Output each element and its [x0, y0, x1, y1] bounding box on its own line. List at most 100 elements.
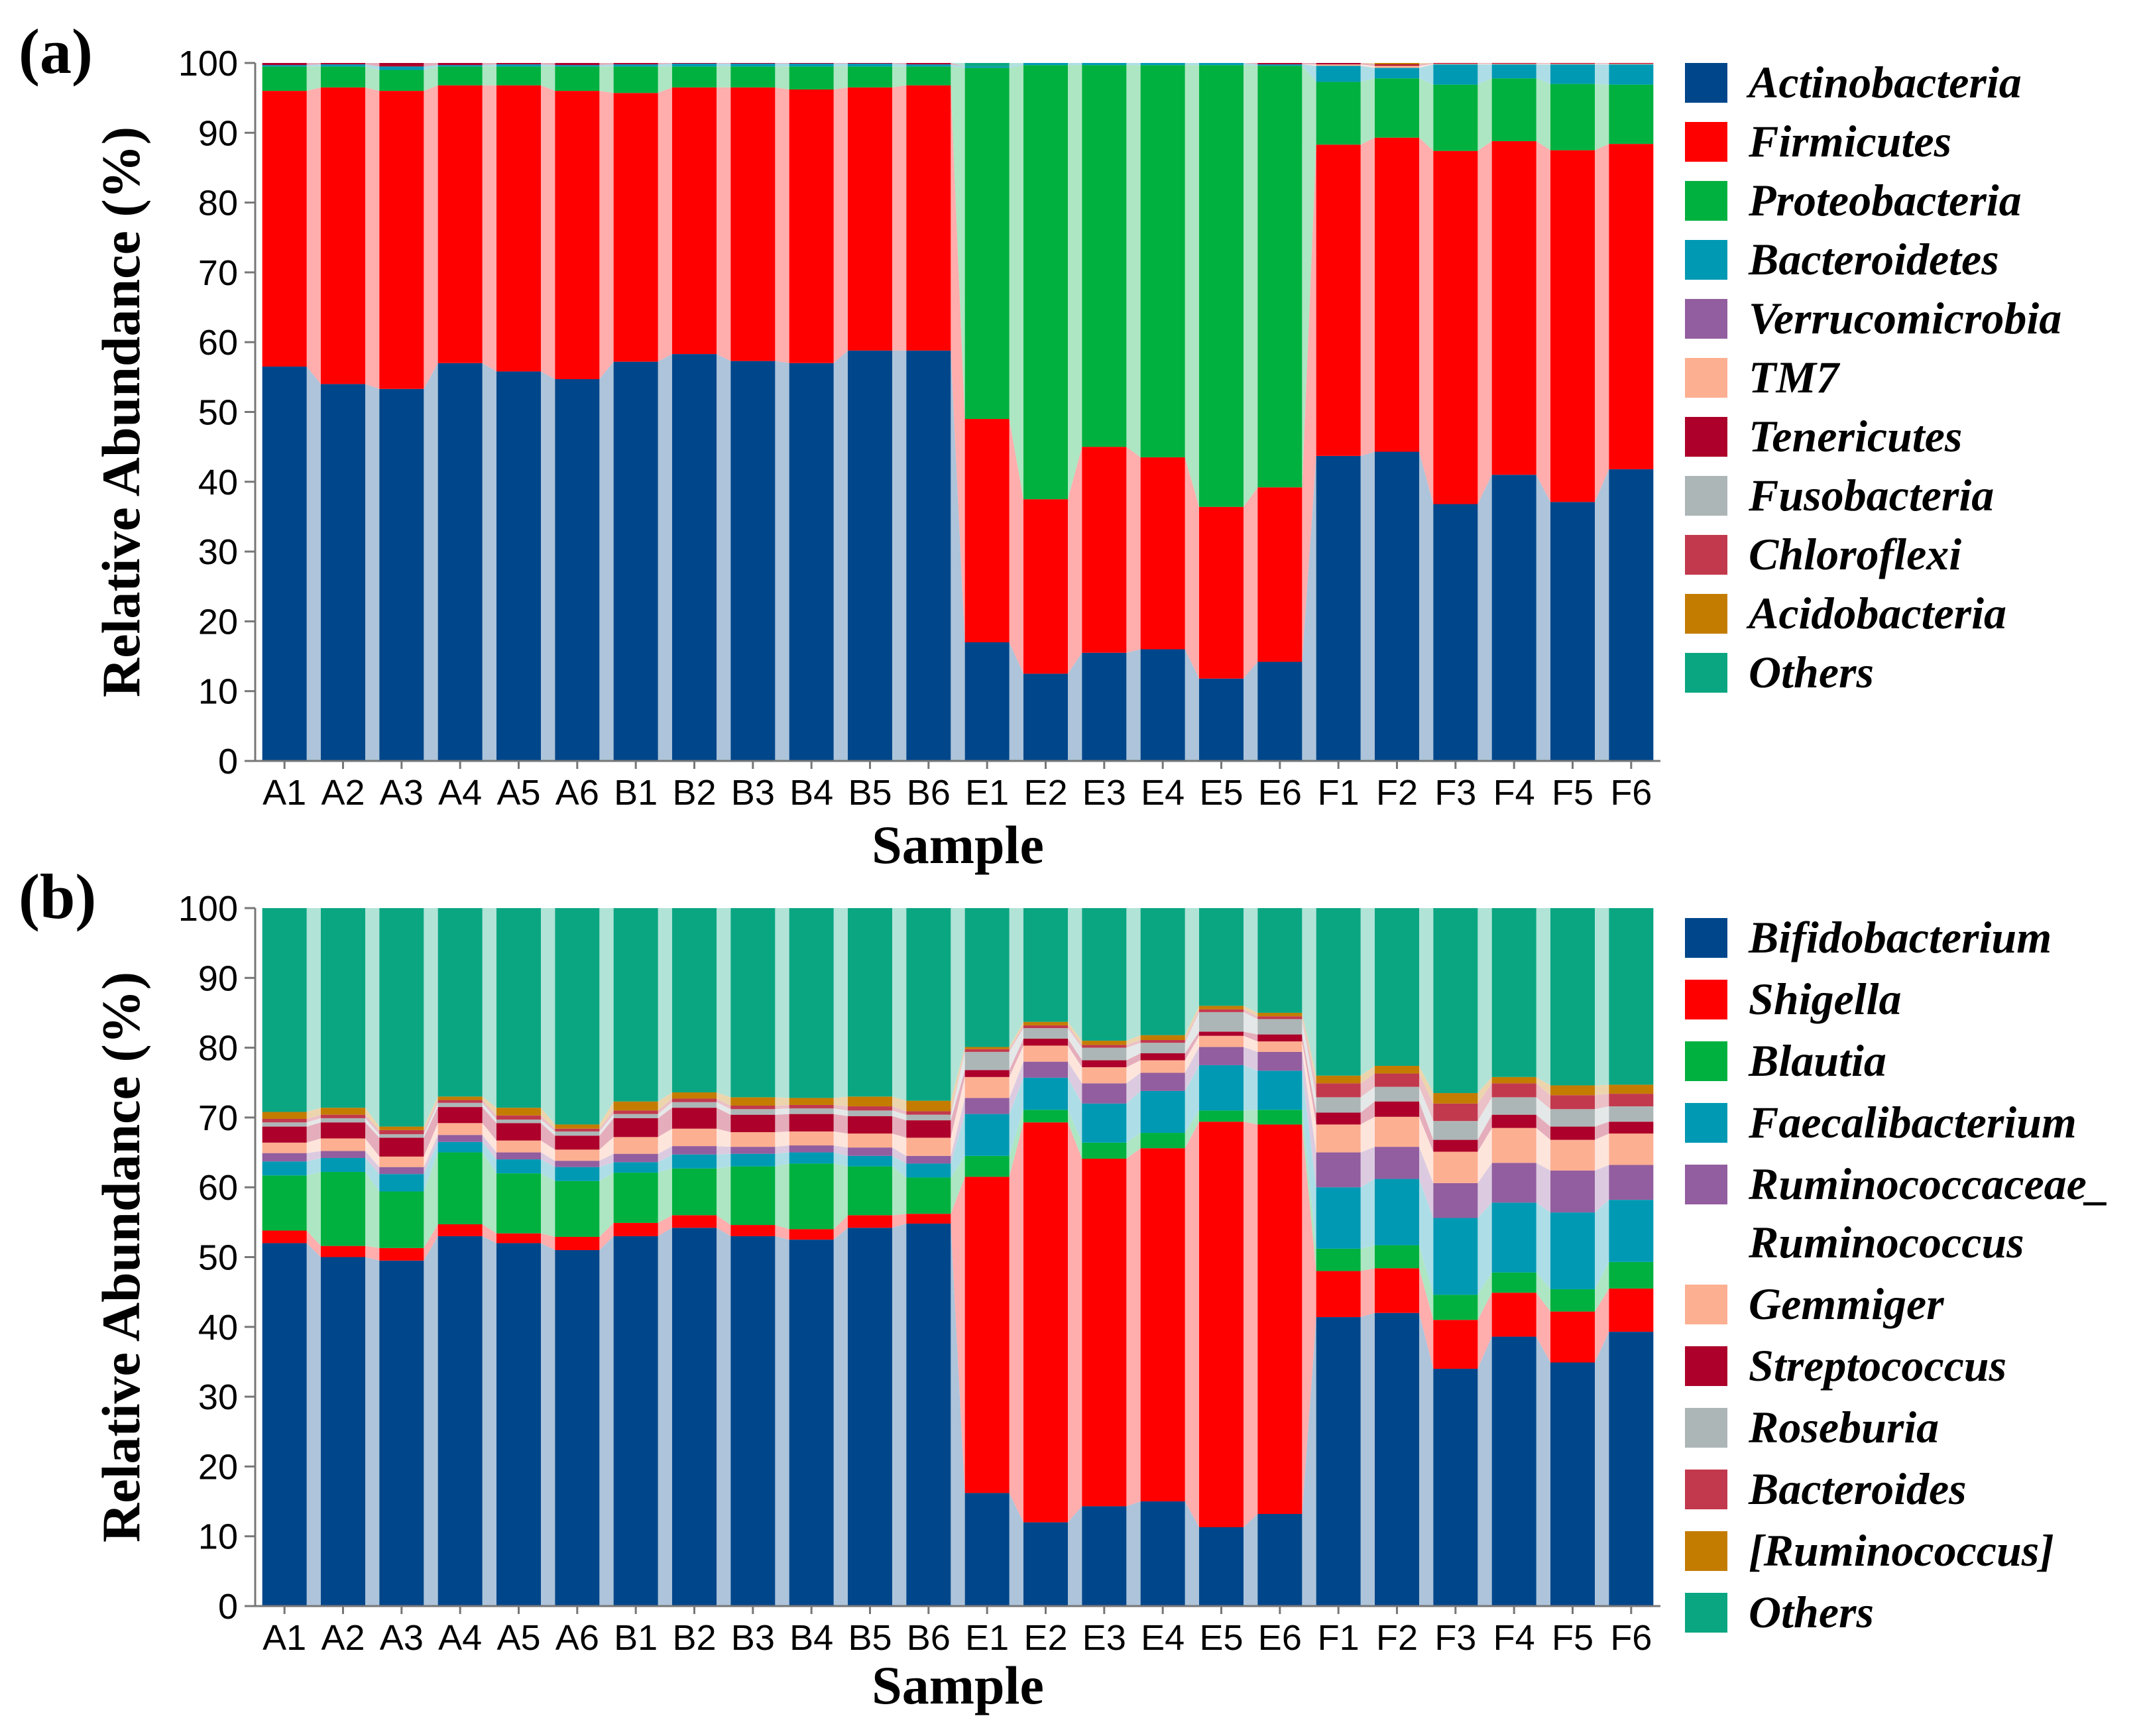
legend-swatch-Roseburia	[1685, 1408, 1727, 1448]
band-Others-F3	[1477, 908, 1492, 1094]
bar-Shigella-A6	[555, 1236, 600, 1250]
band-Streptococcus-F5	[1595, 1122, 1609, 1140]
bar-Others-E1	[964, 63, 1010, 67]
bar-Roseburia-E1	[964, 1051, 1010, 1071]
bar-Blautia-B5	[848, 1166, 892, 1216]
bar-Roseburia-A1	[262, 1122, 307, 1127]
bar-Proteobacteria-E3	[1082, 65, 1127, 447]
bar-Tenericutes-F3	[1433, 63, 1478, 64]
bar-[Ruminococcus]-B3	[730, 1097, 776, 1106]
band-Ruminococcaceae_Ruminococcus-A1	[306, 1151, 321, 1162]
y-tick-label: 0	[218, 1587, 238, 1627]
band-Streptococcus-E1	[1009, 1038, 1023, 1077]
band-Others-F5	[1595, 908, 1609, 1086]
legend-label-Streptococcus: Streptococcus	[1749, 1340, 2006, 1391]
bar-Shigella-A5	[496, 1233, 541, 1244]
bar-Firmicutes-F2	[1375, 137, 1419, 452]
band-Bacteroides-E2	[1068, 1025, 1082, 1048]
x-tick-label: B5	[848, 1618, 892, 1658]
band-Shigella-E1	[1009, 1122, 1023, 1523]
bar-Bacteroidetes-F3	[1433, 64, 1478, 85]
band-Bacteroidetes-E3	[1126, 63, 1141, 66]
bar-Tenericutes-A3	[379, 63, 424, 67]
bar-Bacteroides-E5	[1199, 1009, 1244, 1012]
bar-Actinobacteria-B3	[730, 361, 776, 761]
bar-Others-B3	[730, 908, 776, 1098]
band-Bacteroidetes-F4	[1536, 64, 1550, 84]
band-Actinobacteria-B3	[775, 361, 789, 761]
band-Shigella-B1	[658, 1215, 672, 1236]
legend-swatch-Fusobacteria	[1685, 476, 1727, 516]
bar-Bacteroides-F1	[1316, 1083, 1361, 1098]
legend-label-Blautia: Blautia	[1748, 1035, 1886, 1086]
bar-Firmicutes-E2	[1023, 499, 1068, 674]
band-Firmicutes-B5	[892, 85, 907, 351]
x-tick-label: B1	[614, 773, 658, 813]
bar-Others-A5	[496, 908, 541, 1108]
bar-[Ruminococcus]-E4	[1140, 1035, 1185, 1041]
bar-Actinobacteria-B1	[613, 361, 658, 761]
band-[Ruminococcus]-F4	[1536, 1076, 1550, 1096]
band-Bacteroides-B6	[951, 1049, 965, 1115]
bar-Blautia-B3	[730, 1166, 776, 1226]
bar-Bacteroidetes-A1	[262, 65, 307, 67]
bar-Tenericutes-B3	[730, 63, 776, 64]
legend-label-TM7: TM7	[1749, 352, 1841, 402]
band-Streptococcus-E4	[1185, 1031, 1199, 1061]
band-Firmicutes-B2	[717, 87, 731, 361]
band-Faecalibacterium-E6	[1302, 1071, 1316, 1249]
band-Bifidobacterium-A2	[365, 1257, 380, 1606]
bar-Bifidobacterium-A1	[262, 1243, 307, 1606]
band-Bacteroidetes-E1	[1009, 63, 1023, 68]
x-tick-label: F6	[1610, 773, 1652, 813]
bar-Ruminococcaceae_Ruminococcus-B4	[789, 1145, 834, 1153]
band-Blautia-E5	[1244, 1110, 1258, 1125]
bar-Firmicutes-F5	[1550, 150, 1595, 502]
band-Roseburia-B4	[833, 1108, 848, 1116]
band-Bifidobacterium-B6	[951, 1223, 965, 1606]
band-Roseburia-B1	[658, 1102, 672, 1118]
band-Firmicutes-B6	[951, 85, 965, 642]
bar-Proteobacteria-B6	[906, 66, 951, 86]
band-Bifidobacterium-E1	[1009, 1493, 1023, 1606]
legend-label-Verrucomicrobia: Verrucomicrobia	[1749, 293, 2061, 343]
band-Bifidobacterium-B4	[833, 1228, 848, 1606]
bar-Faecalibacterium-B2	[672, 1154, 717, 1169]
band-Shigella-E6	[1302, 1124, 1316, 1515]
bar-Actinobacteria-F3	[1433, 504, 1478, 761]
band-Firmicutes-E3	[1126, 447, 1141, 653]
legend-swatch-Others	[1685, 1593, 1727, 1633]
band-Bifidobacterium-B3	[775, 1236, 789, 1606]
bar-Blautia-E4	[1140, 1133, 1185, 1149]
band-Blautia-F4	[1536, 1272, 1550, 1312]
bar-Bacteroidetes-B1	[613, 64, 658, 67]
bar-Actinobacteria-B2	[672, 354, 717, 761]
band-Streptococcus-F2	[1419, 1101, 1434, 1152]
band-Blautia-E4	[1185, 1110, 1199, 1149]
bar-Tenericutes-E6	[1257, 63, 1303, 65]
bar-Others-F3	[1433, 908, 1478, 1094]
bar-Streptococcus-A4	[437, 1107, 483, 1124]
bar-Shigella-B5	[848, 1215, 892, 1228]
y-tick-label: 100	[178, 44, 238, 84]
bar-Gemmiger-F3	[1433, 1151, 1478, 1183]
bar-Streptococcus-A3	[379, 1137, 424, 1157]
band-Bacteroidetes-A1	[306, 64, 321, 67]
legend-swatch-Gemmiger	[1685, 1285, 1727, 1324]
y-tick-label: 70	[198, 253, 238, 293]
band-Actinobacteria-B5	[892, 350, 907, 761]
band-Tenericutes-B4	[833, 63, 848, 64]
band-Bifidobacterium-B2	[717, 1228, 731, 1606]
bar-Streptococcus-E6	[1257, 1034, 1303, 1042]
bar-Others-E5	[1199, 908, 1244, 1006]
band-Gemmiger-A5	[541, 1140, 555, 1161]
bar-Bifidobacterium-B4	[789, 1240, 834, 1606]
bar-Proteobacteria-F4	[1491, 78, 1536, 141]
bar-Proteobacteria-E5	[1199, 65, 1244, 507]
band-Bacteroides-B3	[775, 1104, 789, 1110]
bar-Firmicutes-A4	[437, 85, 483, 363]
band-[Ruminococcus]-B4	[833, 1096, 848, 1107]
band-Gemmiger-B3	[775, 1131, 789, 1147]
bar-Bacteroides-E3	[1082, 1045, 1127, 1048]
bar-Blautia-A5	[496, 1173, 541, 1234]
